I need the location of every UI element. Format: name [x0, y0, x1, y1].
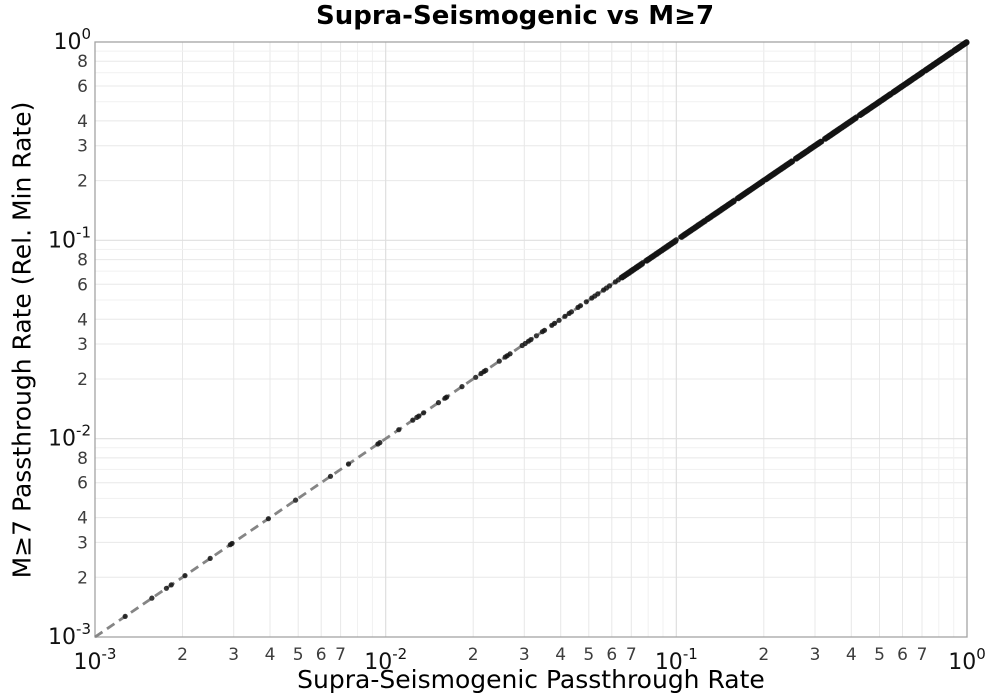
data-point: [562, 313, 568, 319]
y-minor-tick-label: 3: [77, 137, 88, 157]
x-minor-tick-label: 5: [293, 645, 304, 665]
data-point: [207, 555, 213, 562]
data-point: [459, 384, 465, 390]
y-minor-tick-label: 6: [77, 275, 88, 295]
plot-frame: [94, 41, 968, 638]
data-point: [483, 367, 489, 373]
y-minor-tick-label: 2: [77, 568, 88, 588]
y-minor-tick-label: 8: [77, 251, 88, 271]
data-points: [122, 39, 970, 620]
x-minor-tick-label: 6: [897, 645, 908, 665]
data-point: [265, 516, 271, 522]
data-point: [229, 540, 235, 547]
data-point: [163, 585, 169, 591]
x-minor-tick-label: 2: [758, 645, 769, 665]
data-point: [577, 303, 584, 309]
data-point: [122, 613, 128, 620]
data-point: [528, 337, 534, 343]
y-minor-tick-label: 2: [77, 172, 88, 192]
x-minor-tick-label: 3: [810, 645, 821, 665]
data-point: [327, 473, 334, 479]
data-point: [964, 40, 970, 46]
data-point: [673, 237, 679, 243]
x-minor-tick-label: 2: [468, 645, 479, 665]
x-minor-tick-label: 4: [265, 645, 276, 665]
data-point: [473, 374, 479, 380]
y-tick-labels: 10-3 10-2 10-1 100 2 3 4 6 8 2 3 4 6 8 2 3 4 6 8: [48, 25, 91, 650]
data-point: [416, 413, 422, 419]
x-minor-tick-label: 3: [228, 645, 239, 665]
x-major-tick-label: 100: [948, 645, 986, 675]
x-minor-tick-label: 7: [335, 645, 346, 665]
y-minor-tick-label: 6: [77, 474, 88, 494]
gridlines: [95, 42, 967, 637]
x-minor-tick-label: 6: [316, 645, 327, 665]
x-minor-tick-label: 4: [846, 645, 857, 665]
x-minor-tick-label: 7: [917, 645, 928, 665]
data-point: [182, 573, 188, 579]
data-point: [507, 351, 513, 357]
data-point: [377, 440, 383, 446]
data-point: [541, 327, 548, 333]
y-minor-tick-label: 8: [77, 52, 88, 72]
x-minor-tick-label: 3: [519, 645, 530, 665]
y-minor-tick-label: 4: [77, 509, 88, 529]
y-minor-tick-label: 2: [77, 370, 88, 390]
data-point: [168, 582, 174, 588]
x-minor-tick-label: 4: [555, 645, 566, 665]
data-point: [568, 309, 575, 315]
data-point: [396, 427, 402, 433]
x-axis-label: Supra-Seismogenic Passthrough Rate: [297, 665, 765, 694]
data-point: [551, 320, 558, 326]
data-point: [410, 417, 416, 423]
chart-title: Supra-Seismogenic vs M≥7: [315, 1, 715, 31]
y-minor-tick-label: 3: [77, 533, 88, 553]
x-minor-tick-label: 6: [606, 645, 617, 665]
data-point: [496, 358, 502, 364]
y-minor-tick-label: 4: [77, 112, 88, 132]
data-point: [149, 595, 155, 601]
data-point: [533, 333, 540, 339]
data-point: [293, 497, 299, 503]
x-minor-tick-label: 5: [583, 645, 594, 665]
data-point: [595, 291, 601, 297]
y-major-tick-label: 10-1: [48, 223, 91, 253]
y-minor-tick-label: 3: [77, 335, 88, 355]
data-point: [556, 317, 562, 323]
data-point: [345, 461, 352, 467]
y-major-tick-label: 100: [53, 25, 91, 55]
y-major-tick-label: 10-2: [48, 422, 91, 452]
x-minor-tick-label: 2: [177, 645, 188, 665]
data-point: [435, 400, 442, 406]
data-point: [421, 410, 427, 416]
y-minor-tick-label: 6: [77, 77, 88, 97]
y-minor-tick-label: 8: [77, 449, 88, 469]
y-minor-tick-label: 4: [77, 310, 88, 330]
x-minor-tick-label: 7: [626, 645, 637, 665]
x-minor-tick-label: 5: [874, 645, 885, 665]
data-point: [583, 299, 589, 305]
data-point: [444, 394, 450, 400]
y-axis-label: M≥7 Passthrough Rate (Rel. Min Rate): [7, 101, 37, 579]
y-major-tick-label: 10-3: [48, 620, 91, 650]
data-point: [606, 283, 613, 289]
